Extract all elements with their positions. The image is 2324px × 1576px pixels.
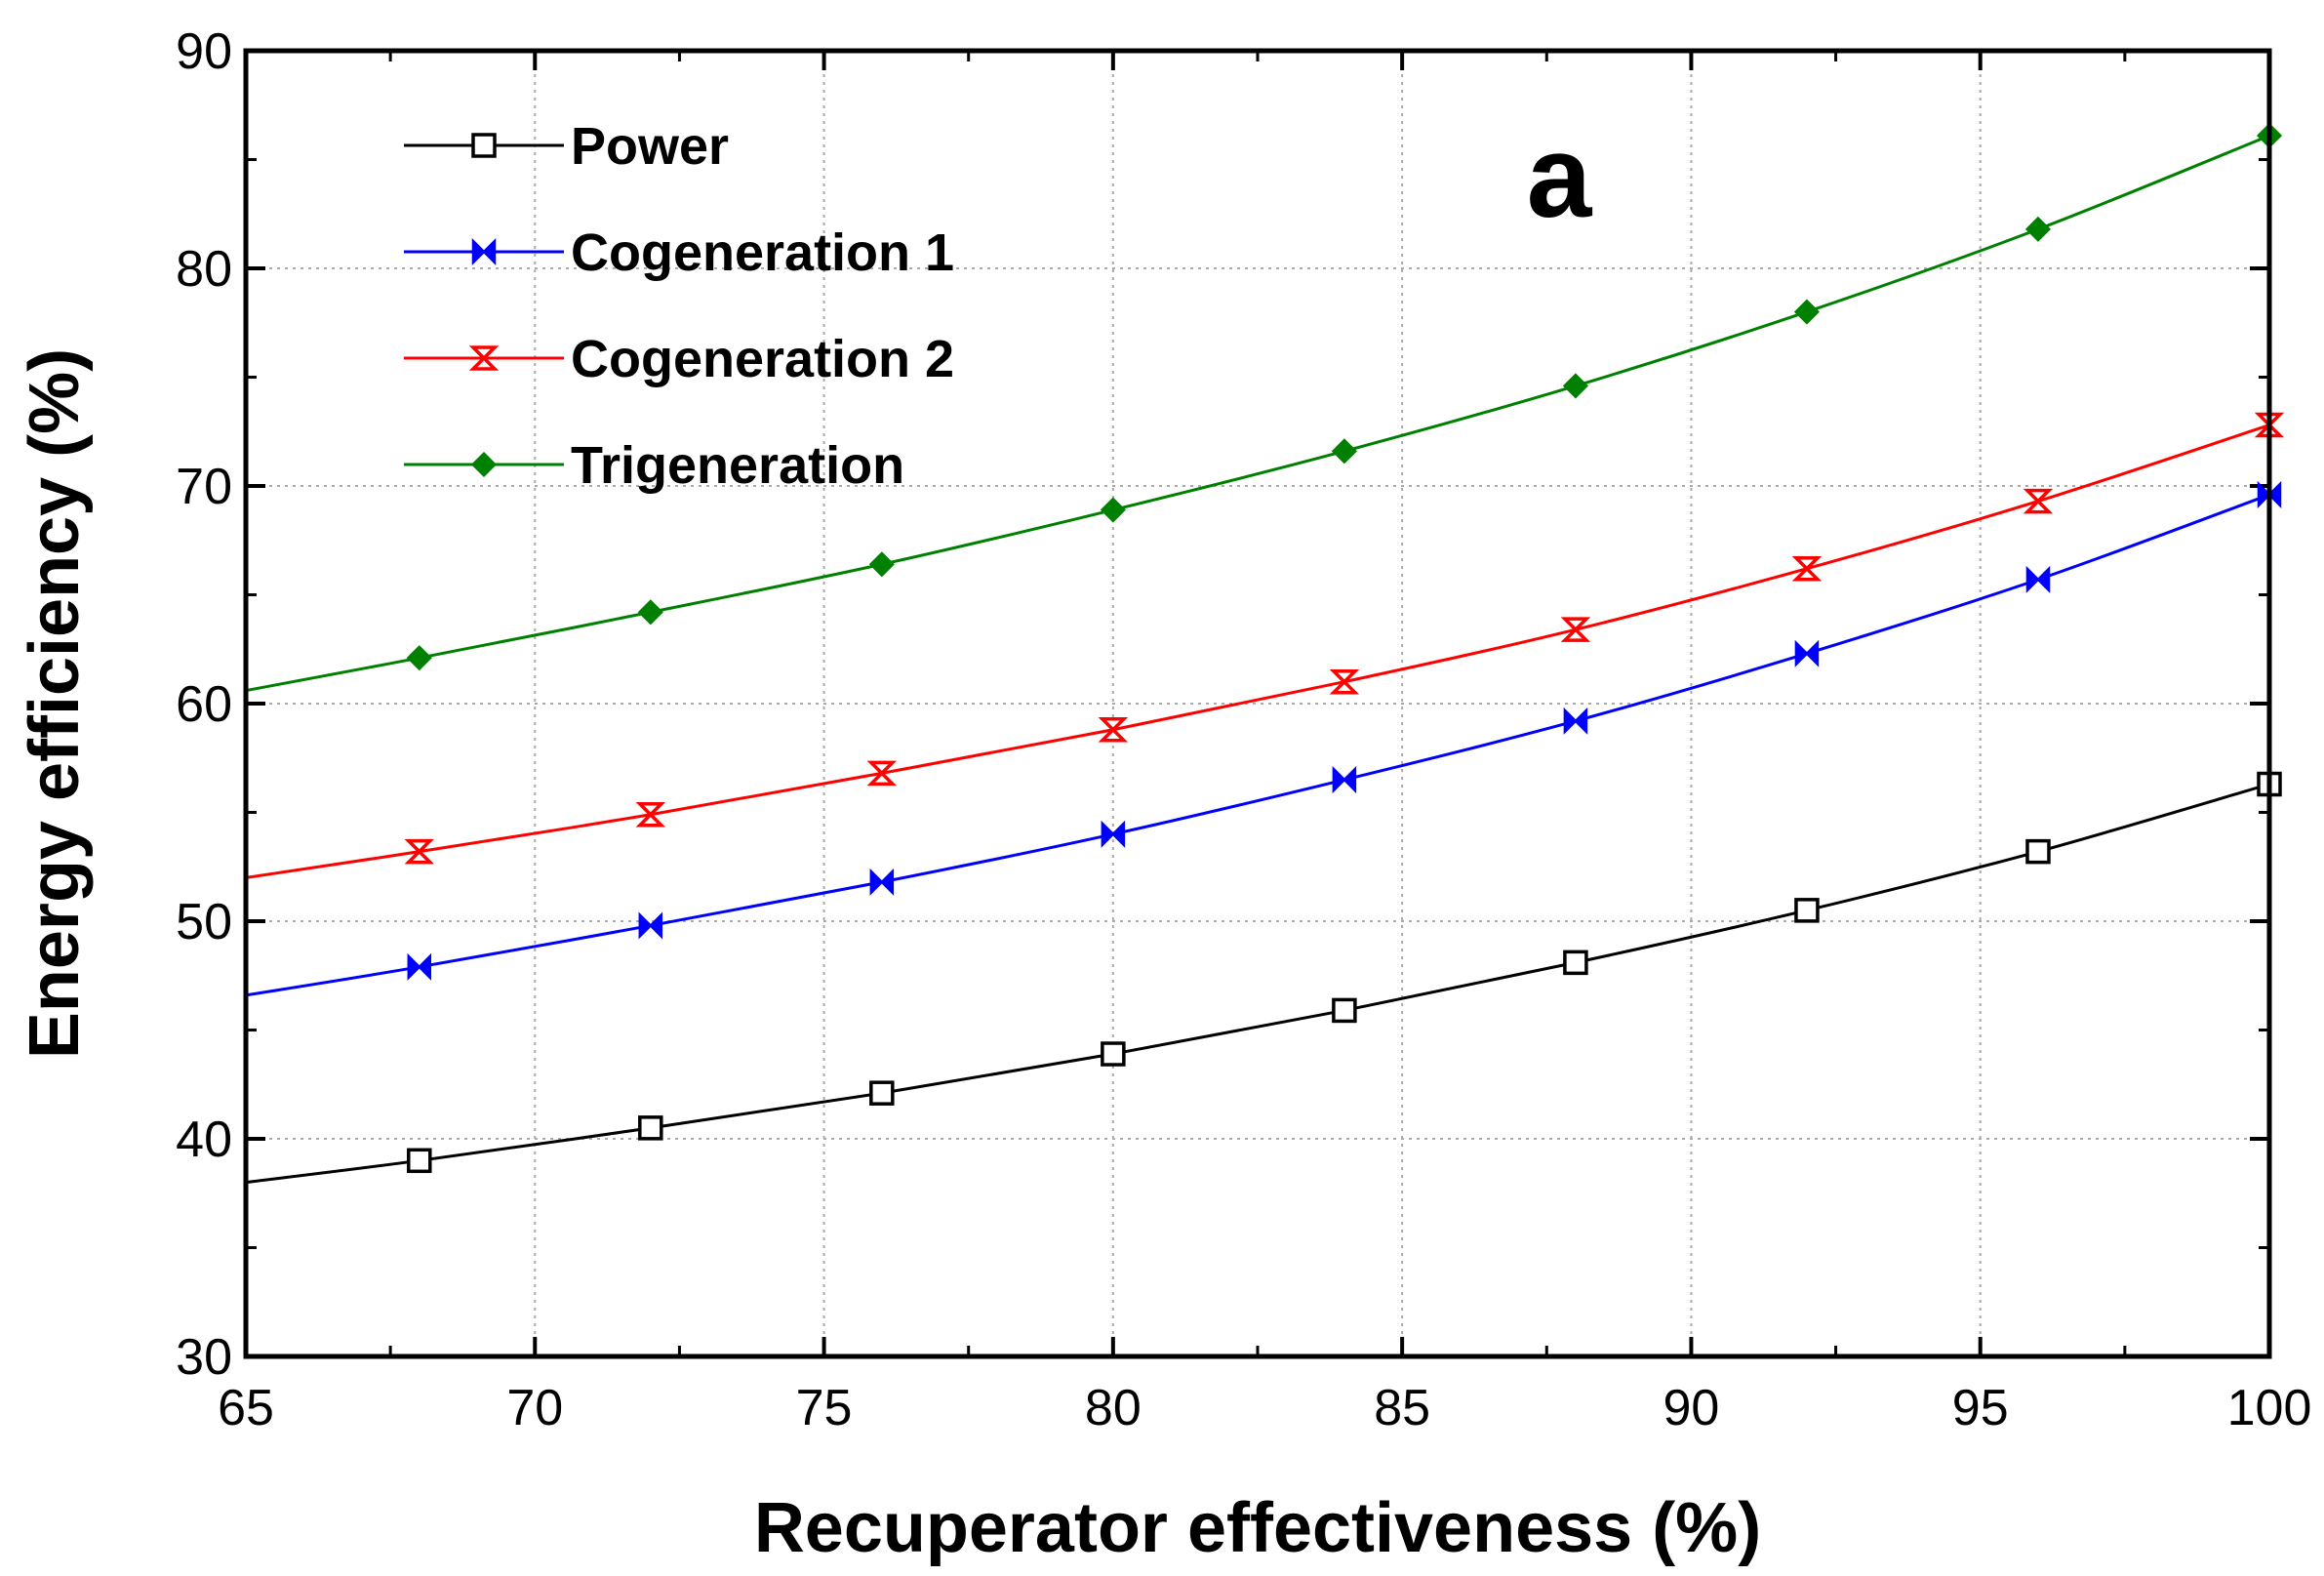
data-point bbox=[1101, 820, 1126, 848]
data-point bbox=[1098, 717, 1129, 743]
x-tick-label: 100 bbox=[2227, 1380, 2312, 1436]
legend-item-cogeneration-1: Cogeneration 1 bbox=[404, 223, 954, 282]
x-tick-label: 75 bbox=[796, 1380, 853, 1436]
data-point bbox=[868, 551, 895, 578]
data-point bbox=[406, 645, 432, 671]
data-point bbox=[1794, 639, 1820, 667]
y-tick-label: 50 bbox=[176, 894, 232, 950]
data-point bbox=[1560, 617, 1591, 642]
x-tick-label: 95 bbox=[1952, 1380, 2009, 1436]
y-tick-label: 90 bbox=[176, 23, 232, 80]
data-point bbox=[866, 760, 898, 787]
legend-label: Cogeneration 2 bbox=[571, 330, 954, 388]
legend: Power Cogeneration 1 Cogeneration 2 Trigene… bbox=[404, 117, 954, 495]
legend-swatch-marker bbox=[470, 451, 498, 478]
data-point bbox=[1794, 898, 1820, 923]
x-tick-label: 85 bbox=[1374, 1380, 1430, 1436]
legend-label: Trigeneration bbox=[571, 436, 904, 495]
panel-label: a bbox=[1527, 111, 1593, 242]
ticks-layer bbox=[244, 49, 2271, 1358]
legend-label: Cogeneration 1 bbox=[571, 223, 954, 282]
data-point bbox=[1793, 299, 1821, 325]
data-point bbox=[1563, 950, 1588, 976]
x-tick-label: 65 bbox=[218, 1380, 274, 1436]
series-cogeneration-2 bbox=[245, 412, 2285, 879]
data-point bbox=[869, 868, 895, 896]
y-tick-label: 70 bbox=[176, 459, 232, 515]
series-line bbox=[245, 783, 2270, 1185]
y-tick-label: 40 bbox=[176, 1111, 232, 1168]
data-point bbox=[1332, 766, 1357, 794]
series-line bbox=[245, 134, 2270, 693]
data-point bbox=[1562, 373, 1588, 399]
legend-swatch-marker bbox=[471, 133, 497, 158]
plot-frame bbox=[243, 48, 2272, 1359]
data-point bbox=[869, 1080, 895, 1106]
data-point bbox=[637, 599, 663, 626]
data-point bbox=[1329, 668, 1360, 695]
data-point bbox=[407, 1148, 432, 1174]
data-point bbox=[1331, 438, 1357, 465]
data-point bbox=[407, 952, 432, 981]
y-axis-title: Energy efficiency (%) bbox=[16, 348, 94, 1059]
legend-item-cogeneration-2: Cogeneration 2 bbox=[404, 330, 954, 388]
data-point bbox=[1563, 707, 1588, 735]
data-point bbox=[1791, 555, 1823, 582]
y-tick-label: 60 bbox=[176, 676, 232, 733]
legend-swatch-marker bbox=[468, 345, 500, 371]
data-point bbox=[1332, 997, 1357, 1024]
series-trigeneration bbox=[245, 122, 2283, 693]
y-tick-label: 30 bbox=[176, 1329, 232, 1386]
x-tick-label: 90 bbox=[1663, 1380, 1720, 1436]
data-point bbox=[638, 1115, 663, 1141]
series-power bbox=[245, 771, 2282, 1185]
series-layer bbox=[245, 122, 2285, 1185]
data-point bbox=[638, 911, 663, 940]
x-tick-label: 70 bbox=[506, 1380, 563, 1436]
data-point bbox=[2025, 565, 2051, 593]
legend-item-power: Power bbox=[404, 117, 729, 176]
data-point bbox=[1101, 1041, 1126, 1067]
data-point bbox=[2024, 216, 2052, 242]
series-cogeneration-1 bbox=[245, 480, 2282, 997]
legend-item-trigeneration: Trigeneration bbox=[404, 436, 904, 495]
data-point bbox=[635, 801, 666, 828]
legend-swatch-marker bbox=[471, 237, 497, 266]
data-point bbox=[2023, 488, 2054, 514]
series-line bbox=[245, 424, 2270, 879]
data-point bbox=[2025, 838, 2051, 865]
x-axis-title: Recuperator effectiveness (%) bbox=[754, 1489, 1761, 1567]
data-point bbox=[1100, 497, 1126, 523]
legend-label: Power bbox=[571, 117, 729, 176]
tick-labels-layer: 65 70 75 80 85 90 95 100 30 40 50 60 70 80 90 bbox=[176, 23, 2311, 1436]
y-tick-label: 80 bbox=[176, 241, 232, 298]
x-tick-label: 80 bbox=[1085, 1380, 1142, 1436]
data-point bbox=[404, 838, 434, 865]
series-line bbox=[245, 493, 2270, 997]
